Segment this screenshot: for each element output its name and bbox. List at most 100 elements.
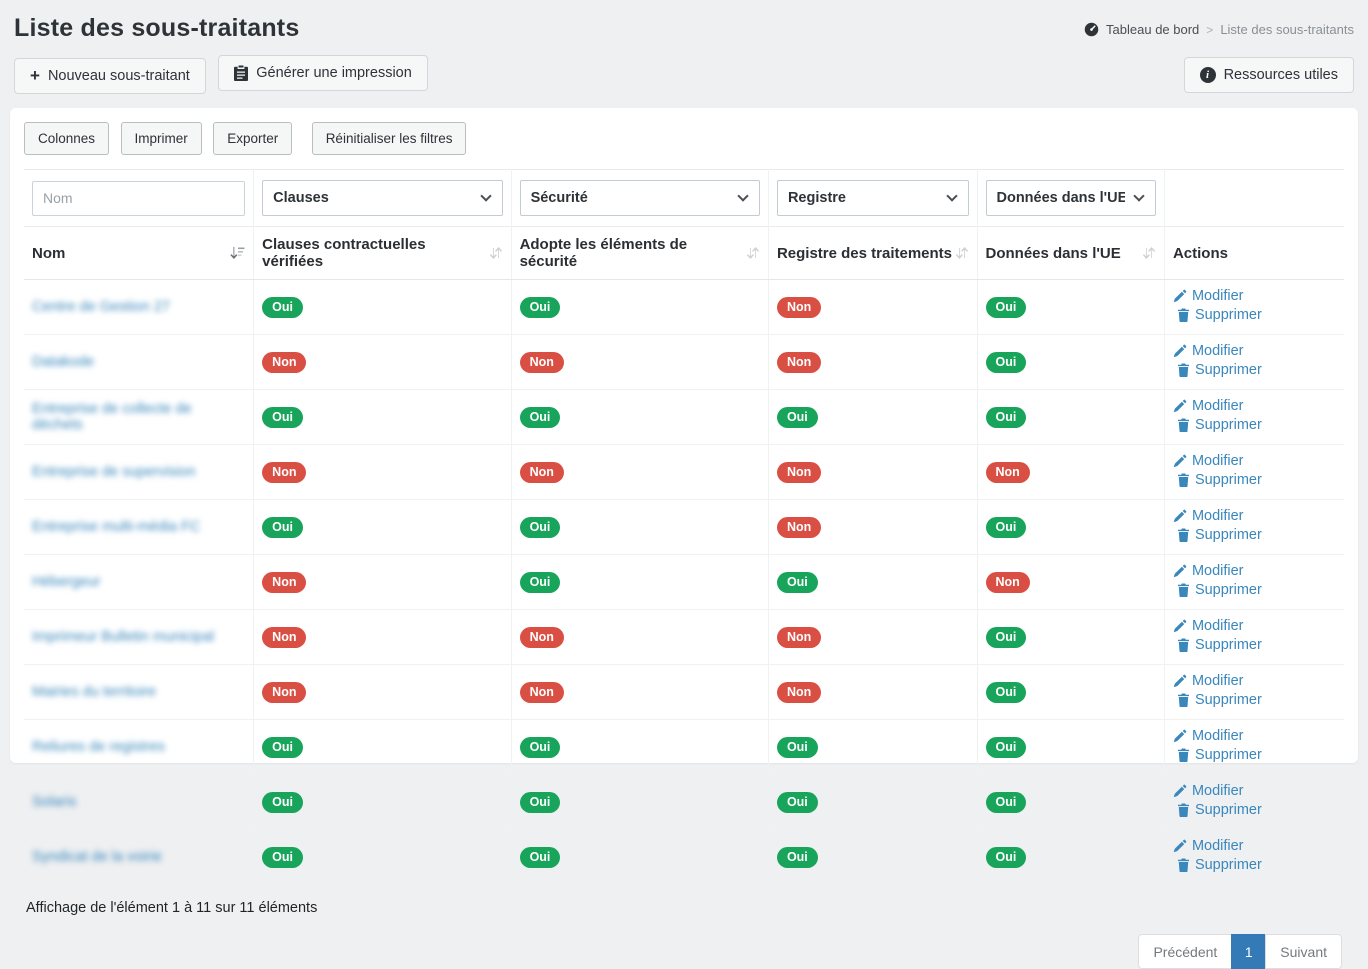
cell-actions: Modifier Supprimer [1164, 555, 1344, 610]
edit-link[interactable]: Modifier [1173, 563, 1244, 579]
status-badge: Non [777, 297, 821, 318]
pagination-previous-button[interactable]: Précédent [1138, 934, 1232, 969]
edit-link[interactable]: Modifier [1173, 728, 1244, 744]
edit-link[interactable]: Modifier [1173, 288, 1244, 304]
useful-resources-label: Ressources utiles [1224, 67, 1338, 83]
pagination-page-1-button[interactable]: 1 [1231, 934, 1266, 969]
column-header-donnees-ue[interactable]: Données dans l'UE [977, 227, 1164, 280]
breadcrumb-current: Liste des sous-traitants [1220, 22, 1354, 37]
pencil-icon [1173, 729, 1187, 743]
subcontractor-name-link[interactable]: Datakode [32, 354, 94, 370]
status-badge: Oui [262, 737, 303, 758]
edit-label: Modifier [1192, 783, 1244, 799]
delete-link[interactable]: Supprimer [1177, 472, 1262, 488]
export-button[interactable]: Exporter [213, 122, 292, 155]
subcontractor-name-link[interactable]: Hébergeur [32, 574, 101, 590]
status-badge: Non [986, 462, 1030, 483]
cell-securite: Oui [511, 500, 768, 555]
column-header-securite[interactable]: Adopte les éléments de sécurité [511, 227, 768, 280]
cell-donnees-ue: Oui [977, 390, 1164, 445]
cell-donnees-ue: Oui [977, 720, 1164, 775]
name-filter-input[interactable] [32, 181, 245, 216]
edit-link[interactable]: Modifier [1173, 783, 1244, 799]
clauses-filter-select[interactable]: Clauses [262, 180, 502, 216]
column-header-clauses[interactable]: Clauses contractuelles vérifiées [254, 227, 511, 280]
delete-label: Supprimer [1195, 747, 1262, 763]
columns-button[interactable]: Colonnes [24, 122, 109, 155]
delete-link[interactable]: Supprimer [1177, 582, 1262, 598]
subcontractor-name-link[interactable]: Mairies du territoire [32, 684, 156, 700]
reset-filters-button[interactable]: Réinitialiser les filtres [312, 122, 467, 155]
subcontractor-name-link[interactable]: Syndicat de la voirie [32, 849, 162, 865]
cell-securite: Oui [511, 390, 768, 445]
cell-donnees-ue: Non [977, 445, 1164, 500]
status-badge: Non [262, 572, 306, 593]
breadcrumb-dashboard-link[interactable]: Tableau de bord [1106, 22, 1199, 37]
status-badge: Oui [777, 847, 818, 868]
status-badge: Oui [986, 297, 1027, 318]
pencil-icon [1173, 289, 1187, 303]
cell-clauses: Oui [254, 830, 511, 885]
subcontractor-name-link[interactable]: Imprimeur Bulletin municipal [32, 629, 214, 645]
status-badge: Non [262, 627, 306, 648]
status-badge: Non [986, 572, 1030, 593]
dashboard-gauge-icon [1084, 22, 1099, 37]
donnees-ue-filter-select[interactable]: Données dans l'UE [986, 180, 1156, 216]
delete-link[interactable]: Supprimer [1177, 857, 1262, 873]
subcontractor-name-link[interactable]: Entreprise de collecte de déchets [32, 401, 192, 433]
cell-securite: Oui [511, 720, 768, 775]
table-row: Entreprise multi-média FC Oui Oui Non Ou… [24, 500, 1344, 555]
edit-link[interactable]: Modifier [1173, 838, 1244, 854]
column-header-registre[interactable]: Registre des traitements [768, 227, 977, 280]
edit-link[interactable]: Modifier [1173, 453, 1244, 469]
cell-registre: Oui [768, 720, 977, 775]
status-badge: Non [262, 352, 306, 373]
delete-label: Supprimer [1195, 857, 1262, 873]
generate-print-button[interactable]: Générer une impression [218, 55, 428, 91]
subcontractor-name-link[interactable]: Solaris [32, 794, 76, 810]
column-label: Clauses contractuelles vérifiées [262, 236, 488, 270]
registre-filter-select[interactable]: Registre [777, 180, 969, 216]
print-button[interactable]: Imprimer [121, 122, 202, 155]
delete-link[interactable]: Supprimer [1177, 527, 1262, 543]
cell-registre: Non [768, 500, 977, 555]
delete-link[interactable]: Supprimer [1177, 692, 1262, 708]
subcontractor-name-link[interactable]: Centre de Gestion 27 [32, 299, 170, 315]
table-row: Hébergeur Non Oui Oui Non Modifier Suppr… [24, 555, 1344, 610]
actions-row: + Nouveau sous-traitant Générer une impr… [10, 55, 1358, 94]
table-row: Mairies du territoire Non Non Non Oui Mo… [24, 665, 1344, 720]
status-badge: Oui [520, 407, 561, 428]
subcontractor-name-link[interactable]: Reliures de registres [32, 739, 165, 755]
edit-link[interactable]: Modifier [1173, 508, 1244, 524]
edit-label: Modifier [1192, 673, 1244, 689]
securite-filter-select[interactable]: Sécurité [520, 180, 760, 216]
table-info-text: Affichage de l'élément 1 à 11 sur 11 élé… [26, 900, 1342, 916]
new-subcontractor-button[interactable]: + Nouveau sous-traitant [14, 58, 206, 94]
subcontractor-name-link[interactable]: Entreprise de supervision [32, 464, 196, 480]
delete-link[interactable]: Supprimer [1177, 307, 1262, 323]
column-header-nom[interactable]: Nom [24, 227, 254, 280]
table-row: Datakode Non Non Non Oui Modifier Suppri… [24, 335, 1344, 390]
delete-label: Supprimer [1195, 307, 1262, 323]
useful-resources-button[interactable]: i Ressources utiles [1184, 57, 1354, 93]
cell-clauses: Oui [254, 775, 511, 830]
edit-link[interactable]: Modifier [1173, 343, 1244, 359]
table-row: Solaris Oui Oui Oui Oui Modifier Supprim… [24, 775, 1344, 830]
delete-link[interactable]: Supprimer [1177, 747, 1262, 763]
delete-link[interactable]: Supprimer [1177, 637, 1262, 653]
sort-both-icon [489, 246, 503, 260]
delete-link[interactable]: Supprimer [1177, 417, 1262, 433]
pagination-next-button[interactable]: Suivant [1265, 934, 1342, 969]
delete-link[interactable]: Supprimer [1177, 802, 1262, 818]
edit-link[interactable]: Modifier [1173, 618, 1244, 634]
cell-actions: Modifier Supprimer [1164, 335, 1344, 390]
status-badge: Oui [777, 572, 818, 593]
left-action-buttons: + Nouveau sous-traitant Générer une impr… [14, 55, 428, 94]
edit-link[interactable]: Modifier [1173, 673, 1244, 689]
delete-link[interactable]: Supprimer [1177, 362, 1262, 378]
status-badge: Non [777, 627, 821, 648]
subcontractor-name-link[interactable]: Entreprise multi-média FC [32, 519, 200, 535]
edit-link[interactable]: Modifier [1173, 398, 1244, 414]
table-row: Imprimeur Bulletin municipal Non Non Non… [24, 610, 1344, 665]
cell-donnees-ue: Oui [977, 830, 1164, 885]
